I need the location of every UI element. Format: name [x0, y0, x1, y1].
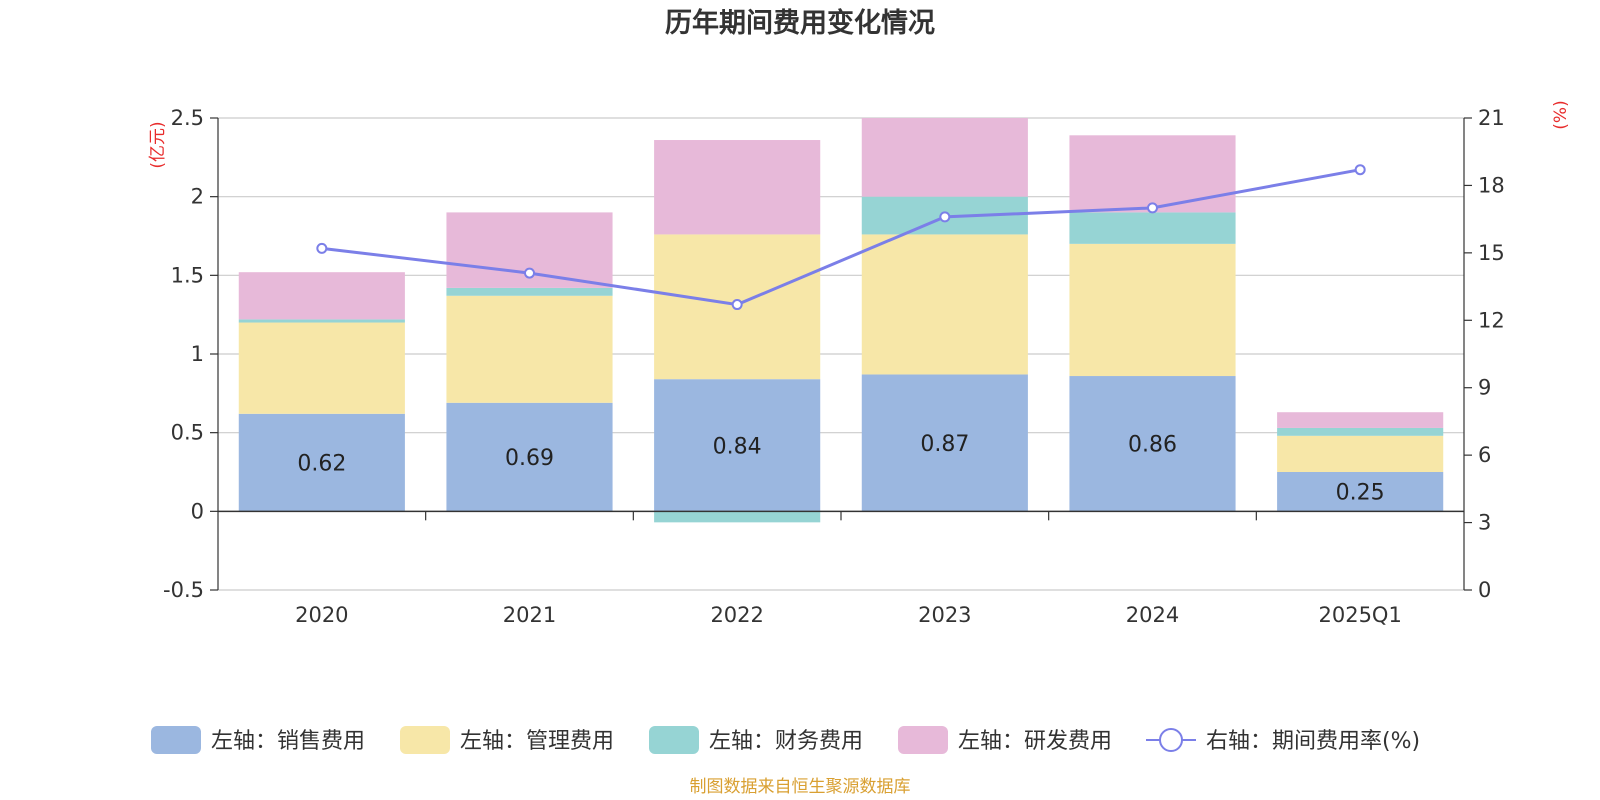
right-tick-label: 3 [1478, 511, 1491, 535]
rate-point [1354, 164, 1366, 176]
legend-swatch [400, 726, 450, 754]
x-axis-ticks: 2020 2021 2022 2023 2024 2025Q1 [295, 603, 1402, 627]
left-tick-label: 1.5 [171, 263, 204, 287]
rate-line-path [321, 168, 1361, 307]
bar-data-label: 0.69 [505, 446, 554, 471]
source-note: 制图数据来自恒生聚源数据库 [690, 777, 911, 797]
x-tick-label: 2023 [918, 603, 971, 627]
legend-item[interactable]: 左轴：财务费用 [649, 726, 863, 754]
bar-segment [1277, 435, 1444, 472]
x-tick-label: 2025Q1 [1318, 603, 1401, 627]
right-tick-label: 18 [1478, 173, 1505, 197]
legend-label: 左轴：管理费用 [460, 729, 614, 754]
right-tick-label: 21 [1478, 106, 1505, 130]
bar-segment [446, 287, 613, 296]
bar-segment [861, 234, 1028, 375]
bar-segment [654, 140, 821, 235]
right-tick-label: 15 [1478, 241, 1505, 265]
bar-segment [654, 511, 821, 523]
bars [238, 118, 1444, 523]
legend-item[interactable]: 右轴：期间费用率(%) [1146, 728, 1420, 754]
axes [210, 117, 1472, 591]
legend: 左轴：销售费用 左轴：管理费用 左轴：财务费用 左轴：研发费用 右轴：期间费用率(%) [151, 726, 1420, 754]
bar-data-label: 0.62 [297, 452, 346, 477]
right-tick-label: 12 [1478, 308, 1505, 332]
bar-segment [238, 322, 405, 414]
bar-segment [238, 272, 405, 320]
bar-segment [446, 295, 613, 403]
bar-data-label: 0.84 [713, 434, 762, 459]
rate-point [316, 242, 328, 254]
rate-point [731, 299, 743, 311]
bar-segment [238, 319, 405, 323]
bar-data-label: 0.86 [1128, 433, 1177, 458]
legend-label: 左轴：财务费用 [709, 729, 863, 754]
left-tick-label: -0.5 [163, 578, 204, 602]
left-tick-label: 2 [191, 185, 204, 209]
bar-segment [1277, 472, 1444, 512]
x-tick-label: 2024 [1126, 603, 1179, 627]
rate-point [939, 211, 951, 223]
bar-segment [654, 379, 821, 512]
left-tick-label: 0.5 [171, 421, 204, 445]
chart-title: 历年期间费用变化情况 [665, 7, 935, 39]
bar-segment [1277, 412, 1444, 428]
rate-point [1147, 202, 1158, 214]
bar-segment [861, 374, 1028, 512]
legend-swatch [898, 726, 948, 754]
bar-segment [446, 402, 613, 512]
bar-segment [1277, 427, 1444, 436]
legend-label: 左轴：销售费用 [211, 729, 365, 754]
right-tick-label: 9 [1478, 376, 1491, 400]
x-tick-label: 2022 [710, 603, 763, 627]
rate-line [316, 164, 1366, 311]
bar-segment [238, 413, 405, 512]
right-axis-ticks: 0 3 6 9 12 15 18 21 [1478, 106, 1505, 602]
left-tick-label: 0 [191, 499, 204, 523]
bar-segment [1069, 376, 1236, 512]
left-axis-ticks: -0.5 0 0.5 1 1.5 2 2.5 [163, 106, 204, 602]
left-axis-unit: (亿元) [148, 121, 168, 168]
bar-labels: 0.62 0.69 0.84 0.87 0.86 0.25 [297, 432, 1384, 506]
left-tick-label: 1 [191, 342, 204, 366]
x-tick-label: 2021 [503, 603, 556, 627]
grid [218, 117, 1464, 591]
bar-segment [1069, 135, 1236, 213]
left-tick-label: 2.5 [171, 106, 204, 130]
right-tick-label: 6 [1478, 443, 1491, 467]
legend-swatch [649, 726, 699, 754]
bar-data-label: 0.87 [920, 432, 969, 457]
bar-segment [1069, 212, 1236, 244]
legend-label: 右轴：期间费用率(%) [1206, 729, 1420, 754]
legend-item[interactable]: 左轴：销售费用 [151, 726, 365, 754]
bar-segment [1069, 243, 1236, 377]
legend-label: 左轴：研发费用 [958, 729, 1112, 754]
legend-swatch [151, 726, 201, 754]
right-axis-unit: (%) [1551, 100, 1571, 129]
bar-segment [861, 118, 1028, 197]
x-tick-label: 2020 [295, 603, 348, 627]
legend-marker [1159, 728, 1183, 752]
legend-item[interactable]: 左轴：研发费用 [898, 726, 1112, 754]
rate-point [524, 267, 535, 279]
legend-item[interactable]: 左轴：管理费用 [400, 726, 614, 754]
right-tick-label: 0 [1478, 578, 1491, 602]
bar-data-label: 0.25 [1336, 481, 1385, 506]
